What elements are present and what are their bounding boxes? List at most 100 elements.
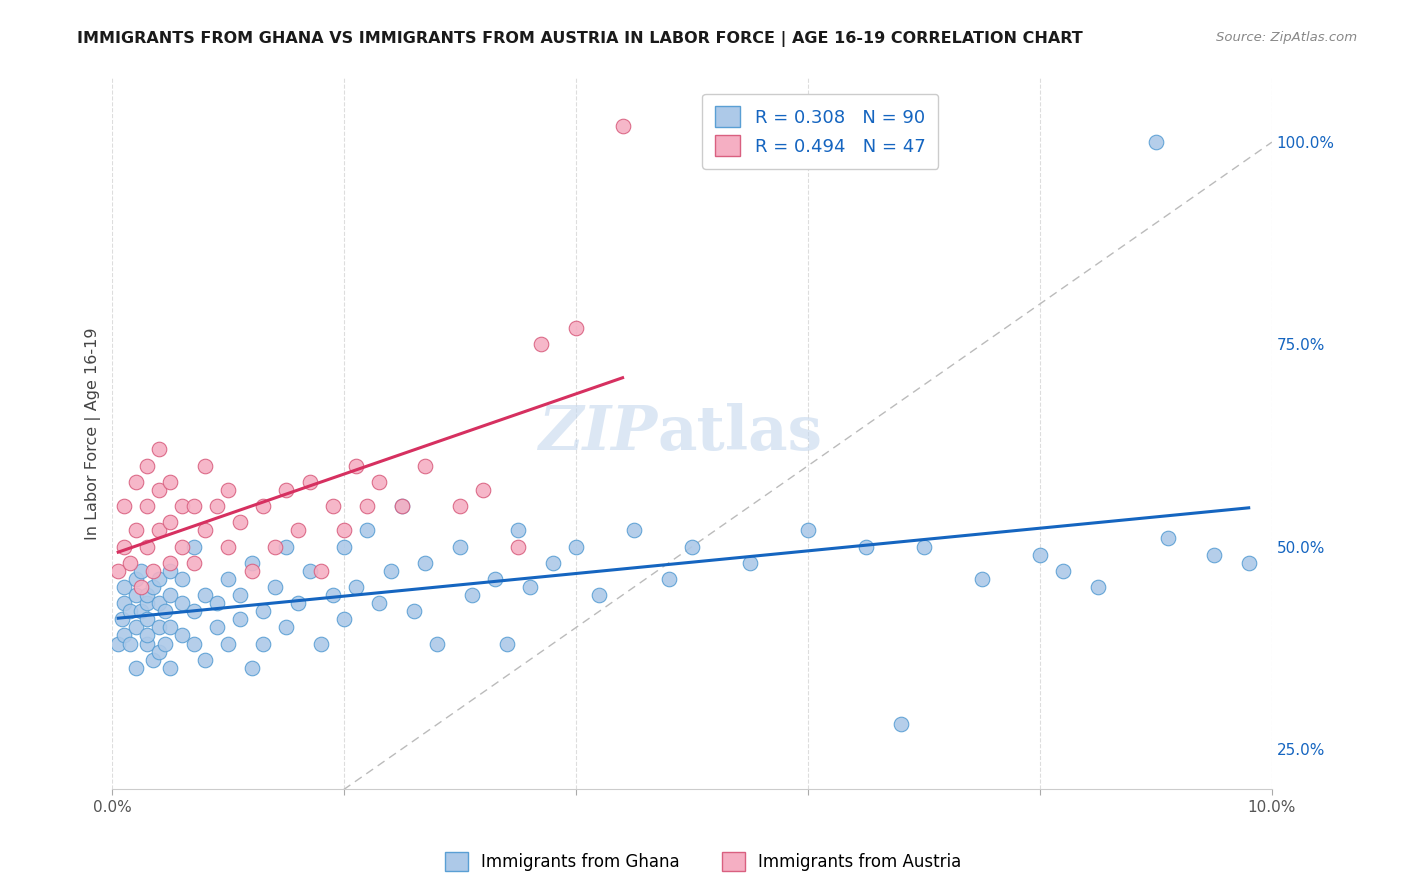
Point	[356, 524, 378, 538]
Point	[740, 556, 762, 570]
Point	[402, 604, 425, 618]
Point	[356, 499, 378, 513]
Point	[148, 645, 170, 659]
Point	[333, 524, 356, 538]
Point	[1087, 580, 1109, 594]
Point	[276, 483, 298, 497]
Point	[276, 620, 298, 634]
Point	[194, 588, 217, 602]
Point	[118, 604, 141, 618]
Legend: Immigrants from Ghana, Immigrants from Austria: Immigrants from Ghana, Immigrants from A…	[436, 843, 970, 880]
Point	[276, 540, 298, 554]
Point	[229, 612, 252, 626]
Point	[472, 483, 495, 497]
Point	[298, 475, 321, 489]
Point	[112, 580, 135, 594]
Point	[136, 458, 159, 473]
Point	[159, 515, 181, 529]
Point	[263, 580, 285, 594]
Point	[391, 499, 413, 513]
Point	[287, 524, 309, 538]
Point	[449, 499, 471, 513]
Point	[658, 572, 681, 586]
Point	[912, 540, 935, 554]
Point	[298, 564, 321, 578]
Point	[309, 636, 332, 650]
Point	[136, 540, 159, 554]
Point	[588, 588, 610, 602]
Point	[333, 612, 356, 626]
Point	[855, 540, 877, 554]
Point	[124, 475, 146, 489]
Point	[183, 636, 205, 650]
Point	[322, 499, 344, 513]
Point	[124, 620, 146, 634]
Point	[107, 564, 129, 578]
Point	[170, 596, 193, 610]
Point	[148, 572, 170, 586]
Point	[148, 524, 170, 538]
Point	[148, 620, 170, 634]
Point	[229, 515, 252, 529]
Point	[240, 556, 263, 570]
Point	[1029, 548, 1052, 562]
Point	[461, 588, 484, 602]
Point	[194, 458, 217, 473]
Point	[124, 524, 146, 538]
Point	[380, 564, 402, 578]
Point	[159, 661, 181, 675]
Point	[495, 636, 517, 650]
Text: Source: ZipAtlas.com: Source: ZipAtlas.com	[1216, 31, 1357, 45]
Point	[142, 564, 165, 578]
Point	[183, 499, 205, 513]
Point	[344, 458, 367, 473]
Point	[970, 572, 993, 586]
Point	[131, 564, 153, 578]
Point	[252, 499, 274, 513]
Point	[136, 636, 159, 650]
Point	[612, 119, 634, 133]
Point	[205, 596, 228, 610]
Point	[124, 572, 146, 586]
Point	[217, 540, 239, 554]
Point	[252, 636, 274, 650]
Point	[136, 499, 159, 513]
Point	[170, 572, 193, 586]
Legend: R = 0.308   N = 90, R = 0.494   N = 47: R = 0.308 N = 90, R = 0.494 N = 47	[703, 94, 938, 169]
Point	[391, 499, 413, 513]
Point	[565, 321, 588, 335]
Point	[1052, 564, 1074, 578]
Point	[194, 653, 217, 667]
Point	[194, 524, 217, 538]
Point	[142, 580, 165, 594]
Point	[112, 540, 135, 554]
Point	[183, 540, 205, 554]
Point	[519, 580, 541, 594]
Point	[1202, 548, 1225, 562]
Point	[159, 556, 181, 570]
Point	[124, 661, 146, 675]
Point	[541, 556, 564, 570]
Point	[415, 458, 437, 473]
Point	[565, 540, 588, 554]
Point	[797, 524, 820, 538]
Point	[217, 636, 239, 650]
Point	[170, 628, 193, 642]
Point	[344, 580, 367, 594]
Point	[415, 556, 437, 570]
Point	[159, 564, 181, 578]
Point	[508, 540, 530, 554]
Point	[240, 661, 263, 675]
Point	[136, 588, 159, 602]
Point	[890, 717, 912, 731]
Point	[136, 628, 159, 642]
Point	[240, 564, 263, 578]
Point	[205, 620, 228, 634]
Point	[136, 596, 159, 610]
Point	[153, 636, 176, 650]
Point	[142, 653, 165, 667]
Point	[131, 604, 153, 618]
Point	[217, 483, 239, 497]
Point	[426, 636, 449, 650]
Point	[1144, 135, 1167, 149]
